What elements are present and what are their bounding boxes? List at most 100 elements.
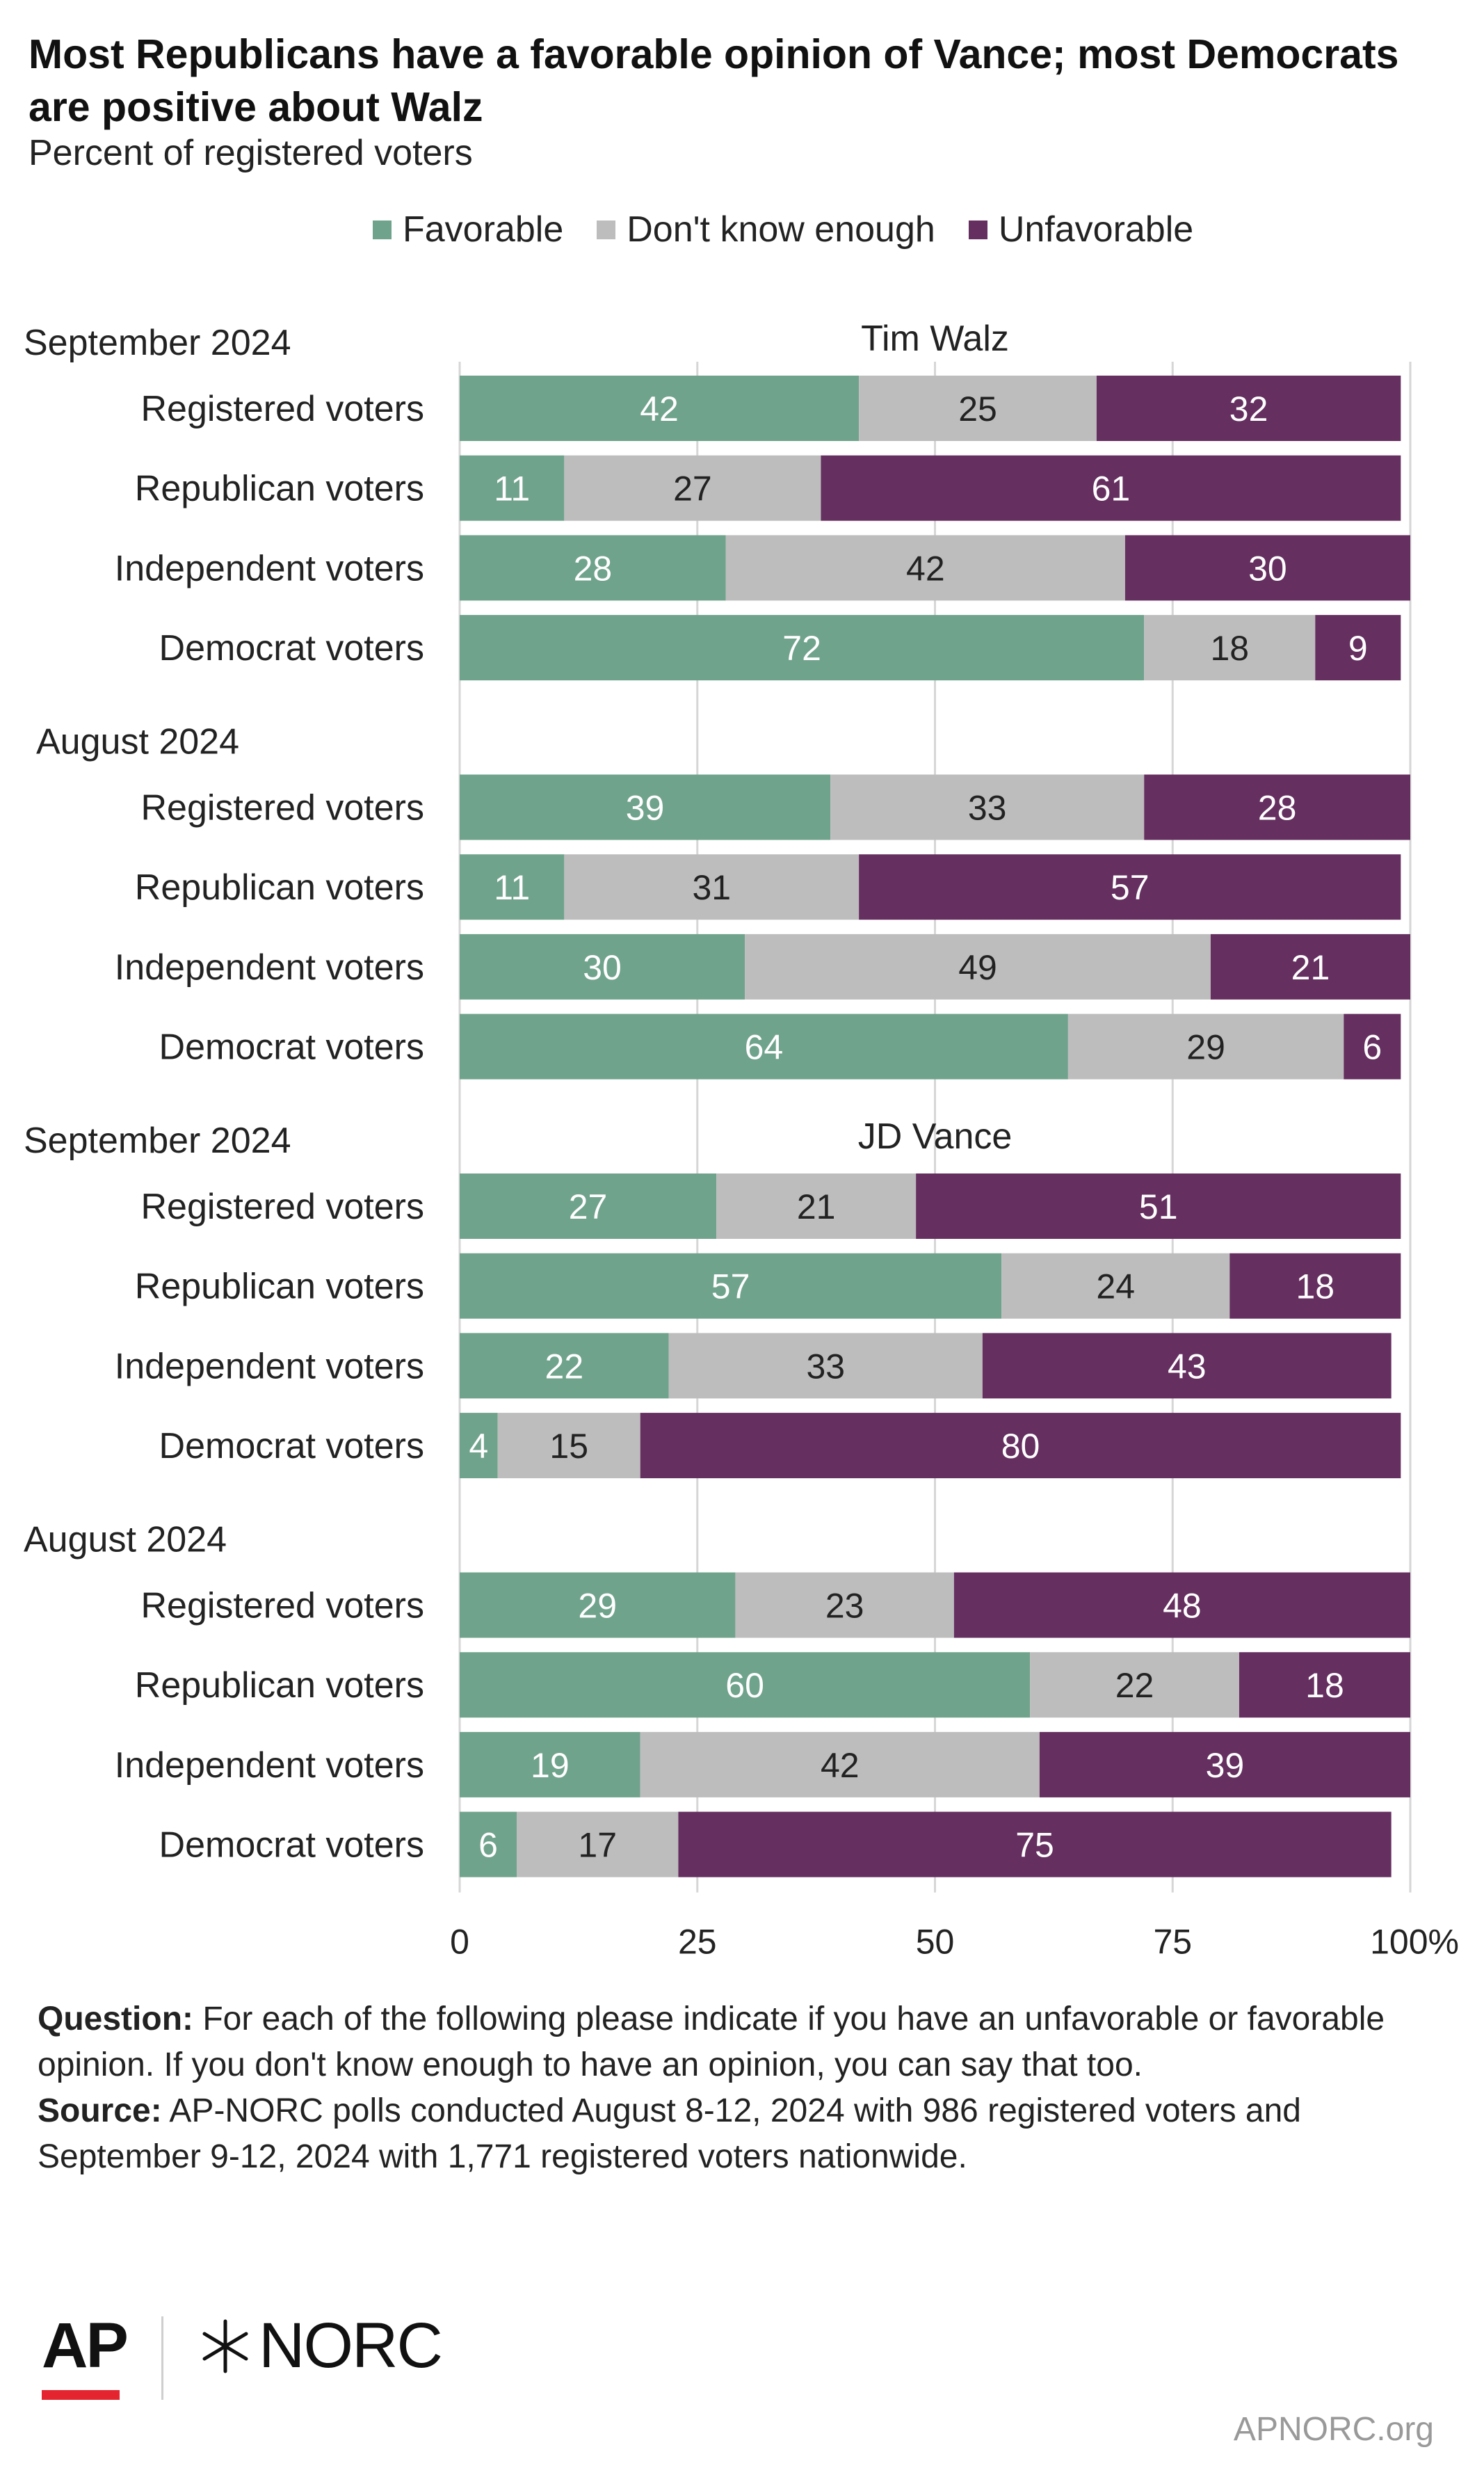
source-note: Source: AP-NORC polls conducted August 8… (38, 2088, 1449, 2180)
data-label-unfavorable: 57 (1111, 868, 1150, 907)
bar-segment-dont-know (716, 1173, 917, 1239)
bar-segment-dont-know (517, 1811, 679, 1877)
bar-segment-favorable (460, 615, 1145, 681)
labels: September 2024 Tim Walz Registered voters 4… (24, 319, 1459, 1962)
bar-segment-unfavorable (1229, 1253, 1401, 1319)
legend-item-unfavorable: Unfavorable (968, 209, 1193, 250)
bar-segment-dont-know (745, 933, 1211, 1000)
period-label: September 2024 (24, 323, 291, 363)
stacked-bar-chart: September 2024 Tim Walz Registered voters 4… (24, 319, 1459, 1962)
row-label: Democrat voters (159, 1027, 424, 1068)
chart-legend: Favorable Don't know enough Unfavorable (373, 209, 1227, 250)
bar-segment-dont-know (564, 455, 821, 521)
question-note: Question: For each of the following plea… (38, 1996, 1449, 2088)
bar-segment-unfavorable (678, 1811, 1392, 1877)
legend-swatch-unfavorable (968, 220, 987, 239)
logo-divider (161, 2316, 163, 2400)
data-label-dont-know: 15 (549, 1427, 588, 1466)
bar-segment-unfavorable (1315, 615, 1401, 681)
bar-segment-unfavorable (1124, 535, 1410, 601)
bar-segment-favorable (460, 774, 831, 840)
row-label: Republican voters (135, 1665, 424, 1706)
data-label-favorable: 19 (531, 1746, 570, 1785)
data-label-dont-know: 29 (1186, 1028, 1225, 1067)
row-label: Democrat voters (159, 628, 424, 668)
data-label-dont-know: 49 (958, 948, 997, 987)
bar-segment-favorable (460, 1731, 640, 1797)
data-label-unfavorable: 51 (1139, 1187, 1178, 1226)
data-label-favorable: 27 (569, 1187, 608, 1226)
source-text: AP-NORC polls conducted August 8-12, 202… (38, 2092, 1301, 2175)
ap-logo-underline (42, 2390, 120, 2400)
data-label-dont-know: 17 (578, 1826, 617, 1865)
bar-segment-dont-know (564, 854, 860, 920)
panel-title: JD Vance (858, 1116, 1013, 1157)
bar-segment-dont-know (640, 1731, 1040, 1797)
bar-segment-favorable (460, 1652, 1031, 1718)
legend-item-favorable: Favorable (373, 209, 563, 250)
bar-segment-unfavorable (640, 1413, 1401, 1479)
row-label: Republican voters (135, 867, 424, 908)
bar-segment-favorable (460, 1811, 517, 1877)
data-label-favorable: 30 (583, 948, 622, 987)
bar-segment-favorable (460, 535, 726, 601)
data-label-unfavorable: 18 (1296, 1267, 1334, 1306)
data-label-dont-know: 27 (673, 470, 712, 508)
asterisk-star-icon (202, 2319, 248, 2373)
legend-item-dont-know: Don't know enough (597, 209, 935, 250)
data-label-unfavorable: 32 (1229, 390, 1268, 428)
data-label-favorable: 39 (626, 789, 665, 828)
x-tick-label: 25 (678, 1923, 717, 1962)
data-label-favorable: 42 (640, 390, 679, 428)
bar-segment-favorable (460, 1413, 498, 1479)
bar-segment-dont-know (1030, 1652, 1239, 1718)
data-label-unfavorable: 30 (1248, 549, 1287, 588)
bar-segment-unfavorable (1344, 1013, 1401, 1080)
bar-segment-dont-know (859, 376, 1097, 441)
bar-segment-favorable (460, 1333, 669, 1399)
bar-segment-unfavorable (1096, 376, 1401, 441)
period-label: September 2024 (24, 1121, 291, 1161)
row-label: Independent voters (115, 1745, 424, 1786)
bar-segment-unfavorable (953, 1572, 1410, 1638)
data-label-favorable: 29 (578, 1587, 617, 1626)
data-label-dont-know: 23 (825, 1587, 864, 1626)
period-label: August 2024 (24, 1520, 227, 1560)
bar-segment-favorable (460, 1572, 736, 1638)
legend-swatch-dont-know (597, 220, 616, 239)
row-label: Democrat voters (159, 1825, 424, 1866)
data-label-unfavorable: 61 (1092, 470, 1131, 508)
row-label: Democrat voters (159, 1426, 424, 1466)
row-label: Registered voters (140, 1586, 424, 1626)
question-label: Question: (38, 2001, 193, 2037)
bar-segment-dont-know (1144, 615, 1316, 681)
bar-segment-dont-know (1067, 1013, 1344, 1080)
data-label-favorable: 22 (545, 1347, 584, 1386)
row-label: Independent voters (115, 1346, 424, 1386)
data-label-favorable: 60 (725, 1666, 764, 1705)
x-tick-label: 0 (450, 1923, 469, 1962)
x-tick-label: 100% (1370, 1923, 1459, 1962)
bar-segment-unfavorable (1210, 933, 1410, 1000)
data-label-unfavorable: 80 (1001, 1427, 1040, 1466)
x-tick-label: 50 (916, 1923, 955, 1962)
bar-segment-favorable (460, 854, 565, 920)
norc-logo: NORC (196, 2309, 443, 2382)
bar-segment-favorable (460, 1173, 717, 1239)
data-label-unfavorable: 18 (1305, 1666, 1344, 1705)
data-label-favorable: 4 (469, 1427, 488, 1466)
bar-segment-dont-know (735, 1572, 954, 1638)
question-text: For each of the following please indicat… (38, 2001, 1385, 2083)
legend-label-favorable: Favorable (403, 209, 564, 250)
ap-logo: AP (42, 2310, 129, 2381)
data-label-dont-know: 25 (958, 390, 997, 428)
footer-url: APNORC.org (1233, 2411, 1434, 2448)
row-label: Registered voters (140, 389, 424, 429)
data-label-unfavorable: 6 (1362, 1028, 1382, 1067)
norc-logo-text: NORC (259, 2310, 443, 2381)
data-label-dont-know: 33 (968, 789, 1007, 828)
chart-title: Most Republicans have a favorable opinio… (29, 31, 1399, 130)
x-tick-label: 75 (1153, 1923, 1192, 1962)
data-label-favorable: 28 (574, 549, 613, 588)
data-label-favorable: 57 (711, 1267, 750, 1306)
